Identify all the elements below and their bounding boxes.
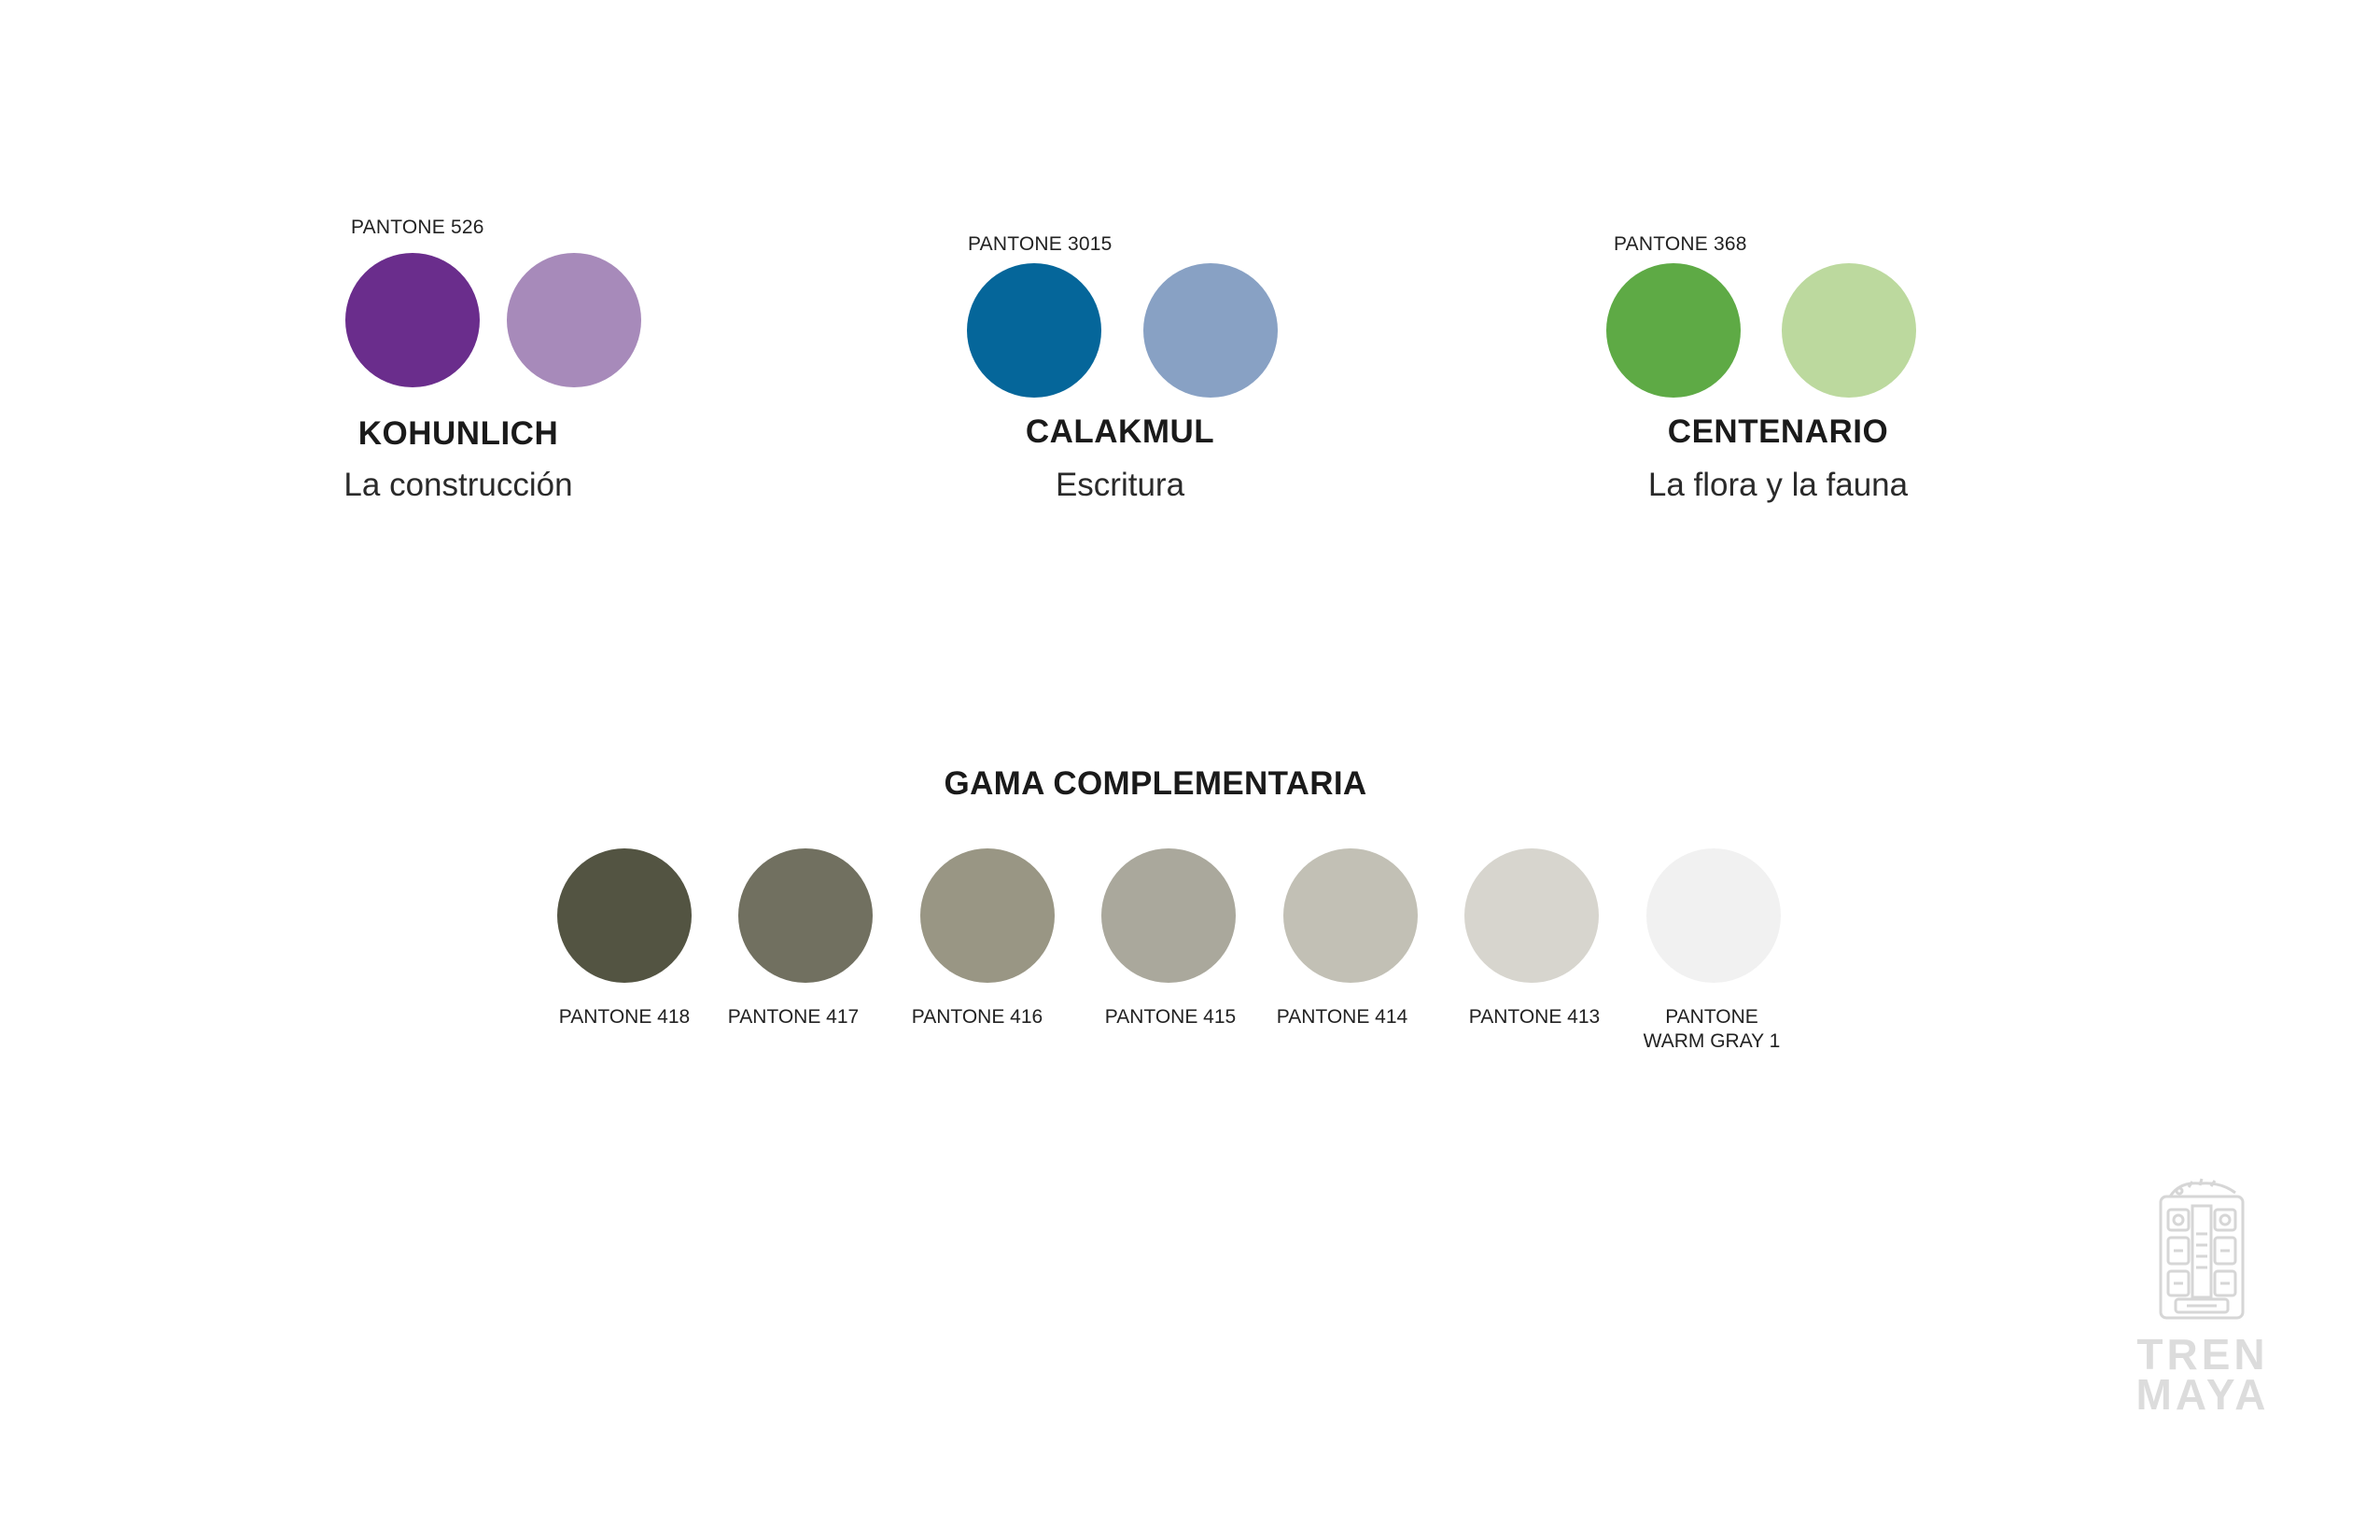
complementary-swatch — [1646, 848, 1781, 983]
complementary-swatch — [920, 848, 1055, 983]
complementary-swatch — [557, 848, 692, 983]
swatch-label-line: PANTONE — [1665, 1006, 1758, 1028]
complementary-swatch-label: PANTONE 415 — [1058, 1005, 1282, 1029]
complementary-swatch-label: PANTONE WARM GRAY 1 — [1600, 1005, 1824, 1054]
swatch-label-line: PANTONE 418 — [558, 1006, 691, 1028]
swatch-label-line: PANTONE 416 — [911, 1006, 1043, 1028]
complementary-swatch — [1283, 848, 1418, 983]
logo-text-line2: MAYA — [2135, 1370, 2270, 1419]
swatch-centenario-primary — [1606, 263, 1741, 398]
group-title-centenario: CENTENARIO — [1667, 413, 1889, 450]
swatch-label-line: WARM GRAY 1 — [1643, 1030, 1781, 1052]
group-title-kohunlich: KOHUNLICH — [357, 415, 559, 452]
group-subtitle-kohunlich: La construcción — [343, 467, 573, 503]
complementary-swatch-label: PANTONE 416 — [865, 1005, 1089, 1029]
pantone-label-centenario: PANTONE 368 — [1614, 233, 1747, 255]
swatch-centenario-tint — [1782, 263, 1916, 398]
logo-text-line1: TREN — [2136, 1330, 2269, 1379]
complementary-swatch — [1464, 848, 1599, 983]
swatch-calakmul-primary — [967, 263, 1101, 398]
swatch-label-line: PANTONE 415 — [1104, 1006, 1237, 1028]
tren-maya-glyph-icon — [2159, 1178, 2245, 1320]
swatch-label-line: PANTONE 417 — [727, 1006, 860, 1028]
complementary-section-title: GAMA COMPLEMENTARIA — [944, 765, 1367, 802]
complementary-swatch-label: PANTONE 417 — [681, 1005, 905, 1029]
pantone-label-calakmul: PANTONE 3015 — [968, 233, 1113, 255]
complementary-swatch-label: PANTONE 413 — [1422, 1005, 1646, 1029]
swatch-label-line: PANTONE 414 — [1276, 1006, 1408, 1028]
complementary-swatch — [738, 848, 873, 983]
swatch-calakmul-tint — [1143, 263, 1278, 398]
swatch-label-line: PANTONE 413 — [1468, 1006, 1601, 1028]
complementary-swatch-label: PANTONE 414 — [1230, 1005, 1454, 1029]
complementary-swatch — [1101, 848, 1236, 983]
group-subtitle-calakmul: Escritura — [1055, 467, 1185, 503]
swatch-kohunlich-tint — [507, 253, 641, 387]
pantone-label-kohunlich: PANTONE 526 — [351, 217, 484, 238]
group-subtitle-centenario: La flora y la fauna — [1647, 467, 1909, 503]
group-title-calakmul: CALAKMUL — [1025, 413, 1215, 450]
complementary-swatch-label: PANTONE 418 — [512, 1005, 736, 1029]
swatch-kohunlich-primary — [345, 253, 480, 387]
